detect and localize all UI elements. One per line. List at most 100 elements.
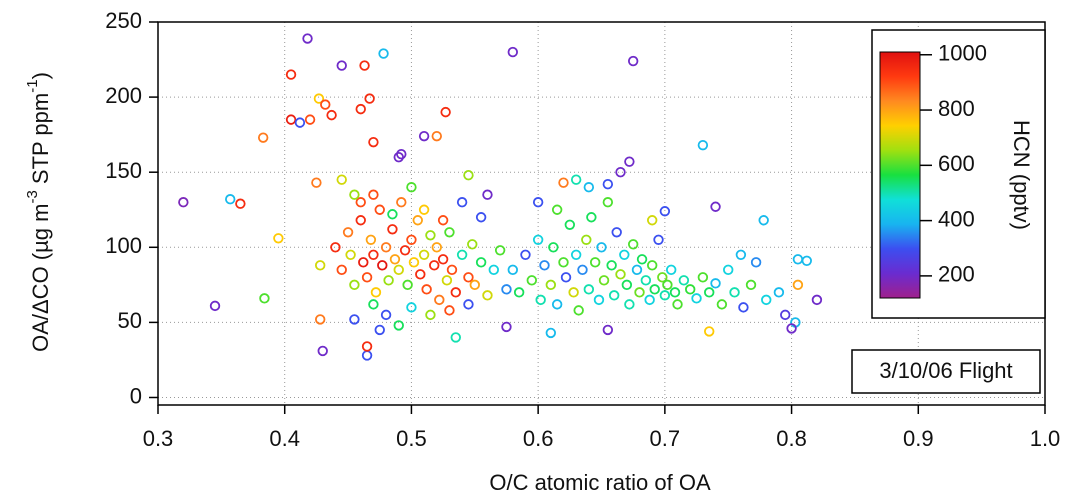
point bbox=[380, 309, 392, 321]
point bbox=[336, 174, 347, 185]
point bbox=[450, 287, 461, 298]
annotation-box bbox=[851, 349, 1041, 394]
point bbox=[431, 242, 442, 253]
point bbox=[640, 275, 652, 286]
y-axis-label-part: -1 bbox=[24, 79, 41, 92]
point bbox=[548, 242, 559, 253]
x-tick-label: 0.4 bbox=[269, 426, 300, 451]
point bbox=[624, 299, 635, 310]
point bbox=[586, 212, 597, 223]
point bbox=[697, 139, 709, 151]
point bbox=[377, 260, 388, 271]
point bbox=[304, 114, 316, 125]
point bbox=[482, 189, 493, 200]
point bbox=[723, 264, 734, 276]
point bbox=[475, 212, 487, 223]
point bbox=[421, 284, 432, 295]
point bbox=[396, 197, 407, 208]
point bbox=[710, 201, 721, 212]
point bbox=[418, 204, 430, 215]
point bbox=[691, 293, 702, 304]
point bbox=[440, 106, 451, 118]
point bbox=[469, 279, 480, 291]
point bbox=[704, 326, 715, 337]
point bbox=[463, 272, 474, 283]
point bbox=[589, 257, 601, 268]
x-axis-label: O/C atomic ratio of OA bbox=[489, 470, 711, 495]
point bbox=[745, 279, 757, 291]
point bbox=[558, 257, 569, 268]
point bbox=[581, 234, 592, 245]
point bbox=[364, 93, 375, 104]
y-tick-label: 0 bbox=[130, 383, 142, 408]
point bbox=[621, 279, 633, 291]
point bbox=[302, 33, 313, 44]
point bbox=[285, 69, 297, 80]
point bbox=[697, 272, 709, 283]
colorbar-tick-label: 400 bbox=[938, 206, 975, 231]
point bbox=[178, 197, 189, 208]
point bbox=[758, 215, 769, 226]
point bbox=[437, 215, 449, 226]
point bbox=[611, 227, 622, 238]
point bbox=[665, 264, 677, 276]
point bbox=[349, 314, 360, 325]
point bbox=[467, 239, 478, 250]
point bbox=[359, 60, 370, 71]
point bbox=[368, 189, 379, 200]
point bbox=[551, 204, 563, 215]
point bbox=[456, 249, 468, 261]
point bbox=[716, 299, 728, 310]
point bbox=[225, 194, 236, 205]
point bbox=[368, 136, 379, 148]
point bbox=[387, 224, 398, 235]
point bbox=[583, 284, 595, 295]
point bbox=[429, 260, 440, 271]
point bbox=[662, 279, 673, 291]
y-axis-label-part: OA/ΔCO (µg m bbox=[28, 204, 53, 352]
colorbar-tick-label: 800 bbox=[938, 96, 975, 121]
point bbox=[750, 257, 762, 268]
x-tick-label: 0.5 bbox=[396, 426, 427, 451]
point bbox=[596, 242, 607, 253]
point bbox=[792, 254, 804, 265]
point bbox=[418, 249, 430, 261]
x-tick-label: 0.7 bbox=[650, 426, 681, 451]
point bbox=[431, 130, 442, 142]
point bbox=[209, 300, 221, 312]
point bbox=[513, 287, 525, 298]
point bbox=[608, 290, 620, 301]
y-axis-label-part: -3 bbox=[24, 190, 41, 203]
point bbox=[425, 309, 436, 321]
point bbox=[657, 272, 668, 283]
point bbox=[320, 99, 331, 110]
point bbox=[627, 239, 639, 250]
point bbox=[773, 287, 785, 298]
point bbox=[627, 55, 639, 67]
point bbox=[314, 260, 326, 271]
point bbox=[446, 264, 458, 276]
point bbox=[535, 294, 546, 306]
point bbox=[704, 287, 715, 298]
point bbox=[729, 287, 740, 298]
point bbox=[355, 103, 366, 115]
point bbox=[624, 156, 635, 167]
point bbox=[314, 314, 326, 325]
point bbox=[780, 309, 791, 321]
point bbox=[710, 278, 721, 289]
point bbox=[685, 284, 696, 295]
point bbox=[336, 264, 347, 276]
point bbox=[368, 299, 379, 310]
point bbox=[326, 109, 337, 121]
point bbox=[488, 264, 499, 276]
point bbox=[602, 197, 614, 208]
point bbox=[602, 324, 614, 336]
point bbox=[235, 198, 246, 209]
y-axis-label: OA/ΔCO (µg m-3 STP ppm-1) bbox=[24, 72, 53, 352]
point bbox=[425, 230, 436, 241]
point bbox=[615, 269, 626, 280]
point bbox=[378, 48, 389, 59]
point bbox=[558, 177, 569, 188]
point bbox=[631, 264, 643, 276]
